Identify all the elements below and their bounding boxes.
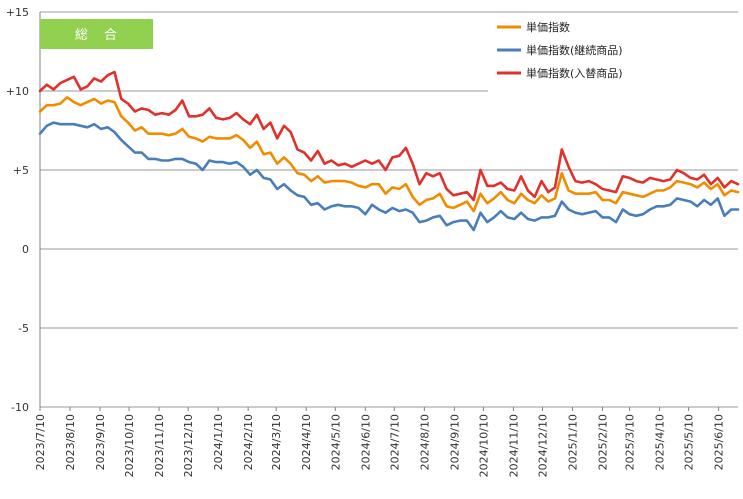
x-tick-label: 2024/1/10 (212, 414, 225, 470)
x-tick-label: 2024/5/10 (329, 414, 342, 470)
legend-label: 単価指数(継続商品) (526, 43, 623, 57)
x-tick-label: 2023/12/10 (182, 414, 195, 477)
y-tick-label: -5 (18, 322, 29, 335)
legend-label: 単価指数 (526, 20, 570, 34)
y-axis-ticks: +15 +10 +5 0 -5 -10 (6, 6, 29, 414)
y-tick-label: 0 (22, 243, 29, 256)
y-tick-label: +10 (6, 85, 29, 98)
x-tick-label: 2023/10/10 (123, 414, 136, 477)
x-tick-label: 2025/1/10 (566, 414, 579, 470)
series-line (38, 121, 740, 232)
x-tick-label: 2024/4/10 (300, 414, 313, 470)
badge: 総 合 (40, 19, 153, 49)
x-tick-label: 2024/7/10 (388, 414, 401, 470)
x-tick-label: 2025/5/10 (683, 414, 696, 470)
x-tick-label: 2024/12/10 (536, 414, 549, 477)
series-line (38, 96, 740, 213)
y-tick-label: +15 (6, 6, 29, 19)
x-tick-label: 2024/10/10 (477, 414, 490, 477)
badge-background (40, 19, 153, 49)
x-tick-label: 2024/8/10 (418, 414, 431, 470)
x-tick-label: 2023/7/10 (34, 414, 47, 470)
x-tick-label: 2024/3/10 (270, 414, 283, 470)
x-tick-label: 2023/11/10 (153, 414, 166, 477)
legend-background (488, 14, 738, 94)
x-tick-label: 2023/8/10 (64, 414, 77, 470)
x-tick-label: 2024/9/10 (448, 414, 461, 470)
x-axis-ticks: 2023/7/10 2023/8/10 2023/9/10 2023/10/10 202… (34, 407, 726, 477)
y-tick-label: +5 (13, 164, 29, 177)
badge-label: 総 合 (75, 28, 123, 43)
x-tick-label: 2025/3/10 (624, 414, 637, 470)
x-tick-label: 2025/6/10 (713, 414, 726, 470)
legend-label: 単価指数(入替商品) (526, 66, 623, 80)
x-tick-label: 2025/2/10 (596, 414, 609, 470)
x-tick-label: 2024/11/10 (507, 414, 520, 477)
series-line (38, 70, 740, 202)
x-tick-label: 2024/6/10 (359, 414, 372, 470)
x-tick-label: 2023/9/10 (94, 414, 107, 470)
grid-lines (39, 11, 738, 408)
x-tick-label: 2024/2/10 (242, 414, 255, 470)
y-tick-label: -10 (11, 401, 29, 414)
series-lines (38, 70, 740, 232)
x-tick-label: 2025/4/10 (654, 414, 667, 470)
